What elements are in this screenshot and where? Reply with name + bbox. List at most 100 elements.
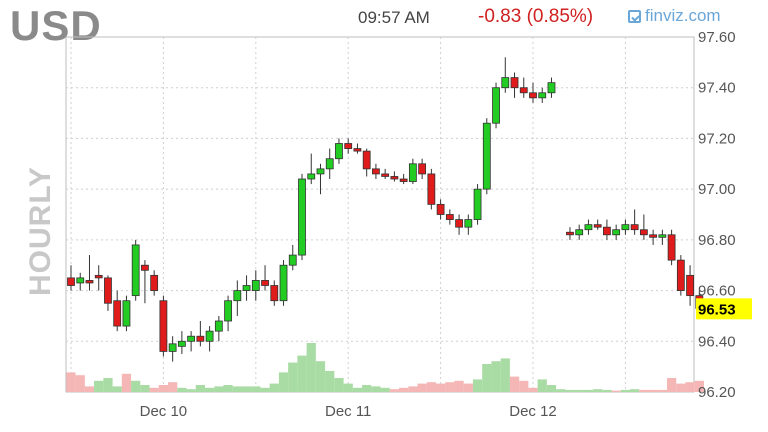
y-tick-label: 96.40 xyxy=(698,333,736,350)
y-tick-label: 97.60 xyxy=(698,29,736,46)
candle-body xyxy=(418,163,427,175)
x-tick-label: Dec 10 xyxy=(140,403,188,420)
current-price-tag-bg xyxy=(696,298,752,320)
volume-bar xyxy=(232,386,242,392)
y-tick-label: 97.20 xyxy=(698,130,736,147)
volume-bar xyxy=(482,364,492,392)
volume-bar xyxy=(84,386,95,392)
candle-body xyxy=(159,300,168,352)
candle-body xyxy=(150,274,159,291)
candle-body xyxy=(593,224,602,228)
candle-body xyxy=(529,92,537,99)
period-label: HOURLY xyxy=(24,166,57,296)
candle-body xyxy=(325,158,334,170)
volume-bar xyxy=(565,389,575,392)
volume-bar xyxy=(380,387,390,392)
candle-body xyxy=(436,203,445,215)
ticker-symbol: USD xyxy=(10,2,102,49)
volume-bar xyxy=(195,385,205,392)
volume-bar xyxy=(519,380,529,392)
candle-body xyxy=(390,176,399,180)
candle-body xyxy=(566,231,574,236)
volume-bar xyxy=(676,383,686,392)
candle-body xyxy=(372,168,380,175)
candle-body xyxy=(270,285,279,302)
volume-bar xyxy=(325,371,335,392)
candle-body xyxy=(353,148,362,152)
volume-bar xyxy=(611,390,621,392)
x-axis: Dec 10 Dec 11 Dec 12 xyxy=(140,403,557,420)
volume-bar xyxy=(168,382,178,392)
volume-bar xyxy=(399,387,409,392)
candle-body xyxy=(242,285,251,291)
price-change: -0.83 (0.85%) xyxy=(478,6,594,27)
candle-body xyxy=(177,340,186,347)
candle-body xyxy=(113,300,122,327)
y-axis: 97.60 97.40 97.20 97.00 96.80 96.60 96.40 96.20 xyxy=(698,29,736,401)
candle-body xyxy=(612,229,621,236)
candle-body xyxy=(362,150,371,170)
candle-body xyxy=(686,274,694,297)
candle-body xyxy=(575,229,584,236)
volume-bar xyxy=(620,389,631,392)
volume-bar xyxy=(103,378,113,392)
candle-body xyxy=(104,277,112,304)
volume-bar xyxy=(537,379,547,392)
candle-body xyxy=(205,330,214,342)
candle-body xyxy=(649,234,658,238)
candle-body xyxy=(168,343,177,352)
quote-time: 09:57 AM xyxy=(358,8,430,27)
candle-body xyxy=(288,254,297,266)
candle-body xyxy=(279,264,288,302)
volume-bar xyxy=(288,362,298,392)
y-tick-label: 96.60 xyxy=(698,283,736,300)
candle-body xyxy=(381,173,390,177)
candle-body xyxy=(316,168,325,175)
volume-bars xyxy=(66,343,704,392)
volume-bar xyxy=(278,372,289,392)
candle-body xyxy=(547,82,556,94)
candle-body xyxy=(307,173,316,180)
volume-bar xyxy=(666,378,677,392)
volume-bar xyxy=(131,380,141,392)
volume-bar xyxy=(694,380,704,392)
volume-bar xyxy=(371,386,381,392)
candle-body xyxy=(122,300,131,327)
volume-bar xyxy=(657,389,667,392)
candle-body xyxy=(214,320,223,332)
volume-bar xyxy=(593,389,603,392)
volume-bar xyxy=(334,378,344,392)
candle-body xyxy=(344,143,353,149)
brand-label: finviz.com xyxy=(645,6,721,25)
candle-body xyxy=(408,163,417,182)
candle-body xyxy=(233,290,242,302)
volume-bar xyxy=(509,376,520,392)
y-tick-label: 97.40 xyxy=(698,80,736,97)
volume-bar xyxy=(463,383,473,392)
volume-bar xyxy=(223,385,233,392)
volume-bar xyxy=(574,389,584,392)
candle-body xyxy=(445,214,454,220)
volume-bar xyxy=(583,389,594,392)
volume-bar xyxy=(648,389,658,392)
candle-body xyxy=(482,122,491,190)
volume-bar xyxy=(362,385,372,392)
candle-body xyxy=(621,224,630,231)
candle-body xyxy=(473,188,482,220)
volume-bar xyxy=(297,355,307,392)
candle-body xyxy=(76,277,85,284)
candle-body xyxy=(603,226,611,236)
candle-body xyxy=(584,224,593,231)
volume-bar xyxy=(306,343,316,392)
volume-bar xyxy=(75,375,85,392)
brand-link[interactable]: finviz.com xyxy=(628,6,721,26)
candle-body xyxy=(224,300,232,322)
candlesticks xyxy=(67,57,704,362)
candle-body xyxy=(399,178,408,182)
candle-body xyxy=(67,277,75,286)
volume-bar xyxy=(408,386,418,392)
candle-body xyxy=(335,143,343,160)
y-tick-label: 97.00 xyxy=(698,181,736,198)
volume-bar xyxy=(491,361,501,392)
